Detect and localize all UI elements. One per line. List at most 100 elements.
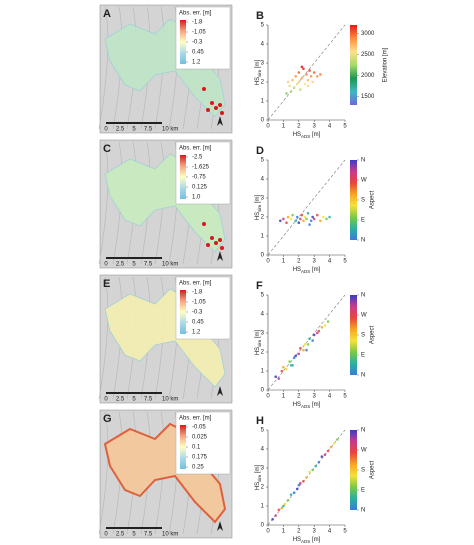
error-spot [218,103,222,107]
north-arrow [217,386,223,396]
x-axis-label-main: HS [293,267,301,273]
scatter-point [297,483,301,487]
scatter-point [309,219,313,223]
panel-letter: G [103,413,112,425]
scatter-point [297,352,301,356]
y-axis-label-sub: sim [257,475,262,482]
scatter-point [320,326,324,329]
scatter-point [309,75,313,78]
scatter-point [306,343,310,346]
scatter-point [285,367,288,371]
y-tick-label: 1 [261,99,265,105]
scatter-point [311,215,314,219]
x-tick-label: 1 [282,124,286,130]
y-tick-label: 0 [261,253,265,259]
scatter-point [299,481,302,485]
legend-tick-label: 0.025 [192,435,208,441]
scatter-point [282,504,285,508]
scale-label: 7.5 [144,127,153,133]
panel-letter: C [103,143,111,155]
scale-label: 5 [132,397,136,403]
legend-tick-label: 1.2 [192,60,201,66]
y-axis-label-sub: sim [257,70,262,77]
panel-letter: B [256,10,264,22]
scatter-point [302,348,305,352]
scale-bar [106,257,162,259]
scatter-point [289,90,293,93]
x-tick-label: 3 [313,124,317,130]
scatter-point [311,339,314,342]
scatter-point [280,369,284,373]
scatter-point [326,320,330,323]
colorbar-tick-label: N [361,373,365,379]
x-axis-label: HSADS [m] [293,402,321,409]
y-tick-label: 0 [261,118,265,124]
error-spot [220,246,224,250]
y-axis-label-main: HS [255,77,261,85]
scatter-point [291,213,294,217]
y-axis-label: HSsim [m] [255,329,262,355]
legend-tick-label: 0.125 [192,185,208,191]
scatter-point [282,365,285,369]
scatter-point [328,215,331,219]
scale-label: 5 [132,532,136,538]
colorbar-tick-label: E [361,488,365,494]
scatter-point [299,217,302,221]
scatter-point [306,78,310,82]
y-tick-label: 2 [261,485,265,491]
panel-letter: H [256,415,264,427]
y-tick-label: 1 [261,369,265,375]
scatter-point [312,217,316,221]
colorbar-label: Elevation [m] [383,47,389,82]
scatter-point [326,449,330,453]
scatter-point [306,84,310,88]
scatter-point [323,453,327,457]
scatter-point [279,219,282,223]
scatter-point [291,364,294,367]
scatter-point [300,213,304,217]
colorbar-tick-label: N [361,508,365,514]
scale-label: 0 [104,397,108,403]
scale-bar [106,122,162,124]
y-tick-label: 2 [261,350,265,356]
scatter-point [295,82,299,86]
y-tick-label: 0 [261,388,265,394]
scatter-point [294,354,298,358]
x-tick-label: 4 [328,529,332,535]
scatter-point [295,487,299,491]
one-to-one-line [267,294,346,391]
colorbar [350,430,357,510]
colorbar [350,25,357,105]
legend-colorbar [180,425,186,469]
legend-tick-label: 0.175 [192,455,208,461]
terrain-line [98,276,109,400]
y-tick-label: 3 [261,61,265,67]
colorbar-tick-label: 2000 [361,73,375,79]
snow-depth-area [104,18,226,118]
y-tick-label: 5 [261,23,265,29]
scale-label: 7.5 [144,262,153,268]
colorbar-tick-label: 1500 [361,94,375,100]
scatter-point [314,464,318,468]
y-axis-label-main: HS [255,347,261,355]
scatter-point [311,80,314,84]
scatter-point [312,333,316,337]
y-axis-label-sub: sim [257,205,262,212]
y-tick-label: 5 [261,293,265,299]
x-tick-label: 0 [266,529,270,535]
scatter-point [297,80,301,84]
scatter-point [317,329,321,333]
north-arrow [217,116,223,126]
scatter-point [305,348,308,352]
scatter-point [285,221,288,224]
scatter-point [308,470,311,474]
y-tick-label: 3 [261,331,265,337]
x-tick-label: 4 [328,394,332,400]
y-axis-label-main: HS [255,212,261,220]
x-axis-label-unit: [m] [310,537,320,543]
scale-label: 2.5 [116,127,125,133]
scatter-point [283,502,287,506]
error-spot [206,108,210,112]
colorbar-label: Aspect [370,325,376,344]
scatter-point [294,219,298,223]
